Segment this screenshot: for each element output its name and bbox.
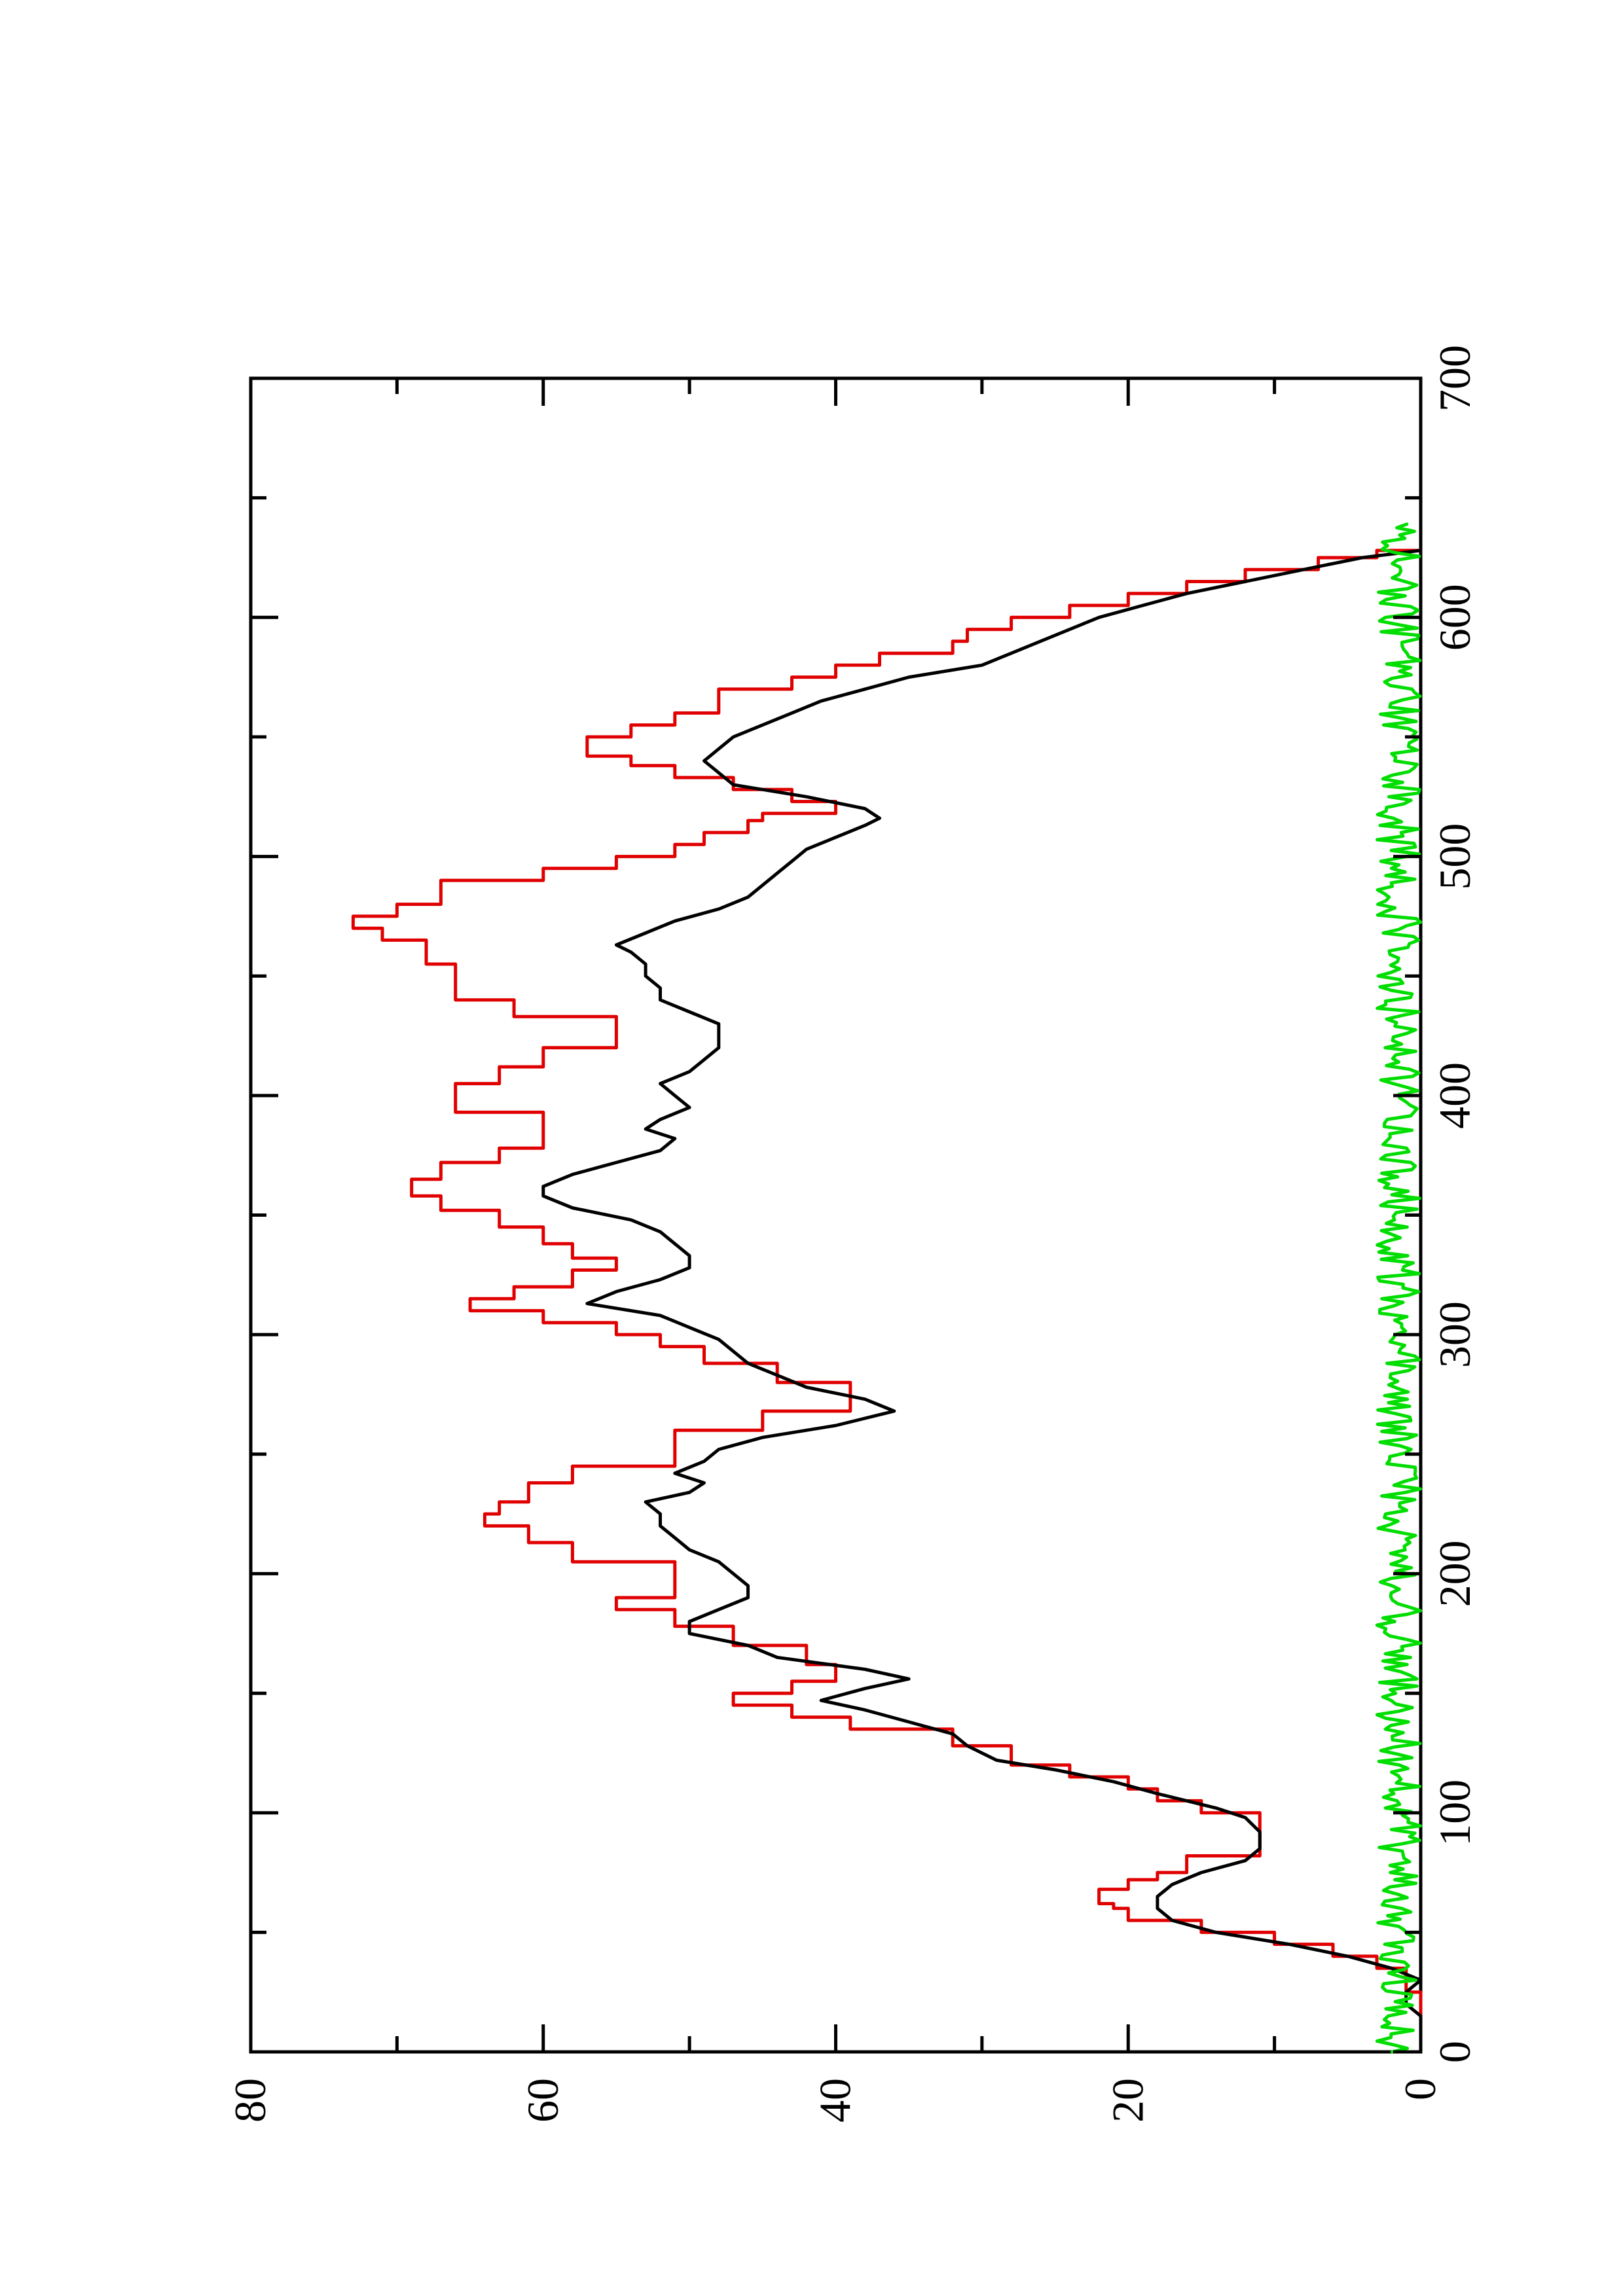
- plot-frame: [249, 376, 1423, 2054]
- axes: 0 100 200 300 400 500 600 700 0 20 40 60 80: [225, 345, 1480, 2123]
- y-tick-label: 80: [225, 2078, 275, 2123]
- x-tick-label: 500: [1430, 823, 1480, 890]
- y-tick-label: 20: [1103, 2078, 1152, 2123]
- x-tick-label: 300: [1430, 1301, 1480, 1368]
- plot-area: [249, 376, 1423, 2054]
- x-tick-label: 400: [1430, 1062, 1480, 1129]
- series-line-0: [351, 548, 1423, 2054]
- series-line-2: [1375, 522, 1423, 2054]
- x-tick-label: 600: [1430, 584, 1480, 651]
- series-line-1: [541, 548, 1423, 2054]
- y-tick-label: 60: [518, 2078, 568, 2123]
- x-tick-label: 100: [1430, 1780, 1480, 1846]
- y-tick-label: 0: [1395, 2078, 1445, 2100]
- x-tick-label: 0: [1430, 2041, 1480, 2063]
- y-tick-label: 40: [811, 2078, 860, 2123]
- x-tick-label: 700: [1430, 345, 1480, 412]
- series-group: [351, 522, 1423, 2054]
- x-tick-label: 200: [1430, 1540, 1480, 1607]
